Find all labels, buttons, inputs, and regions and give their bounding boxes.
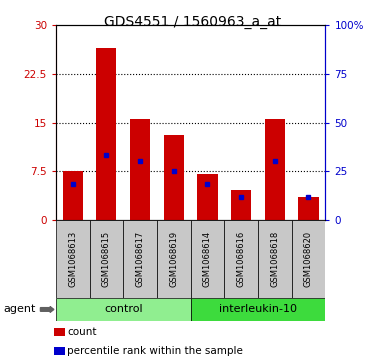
Bar [258,220,292,298]
Text: GDS4551 / 1560963_a_at: GDS4551 / 1560963_a_at [104,15,281,29]
Bar [231,191,251,220]
Bar [224,220,258,298]
Text: GSM1068617: GSM1068617 [136,231,144,287]
Text: agent: agent [4,305,36,314]
Text: interleukin-10: interleukin-10 [219,305,297,314]
Bar [157,220,191,298]
Bar [96,48,116,220]
Text: percentile rank within the sample: percentile rank within the sample [67,346,243,356]
Bar [123,220,157,298]
Text: GSM1068615: GSM1068615 [102,231,111,287]
Text: GSM1068619: GSM1068619 [169,231,178,287]
Bar [56,298,191,321]
Text: GSM1068618: GSM1068618 [270,231,279,287]
Bar [191,220,224,298]
Bar [191,298,325,321]
Bar [164,135,184,220]
Text: GSM1068616: GSM1068616 [237,231,246,287]
Bar [265,119,285,220]
Text: count: count [67,327,97,337]
Bar [89,220,123,298]
Bar [62,171,83,220]
Text: control: control [104,305,142,314]
Text: GSM1068613: GSM1068613 [68,231,77,287]
Bar [56,220,89,298]
Bar [130,119,150,220]
Text: GSM1068614: GSM1068614 [203,231,212,287]
Text: GSM1068620: GSM1068620 [304,231,313,287]
Bar [292,220,325,298]
Bar [197,174,218,220]
Bar [298,197,318,220]
